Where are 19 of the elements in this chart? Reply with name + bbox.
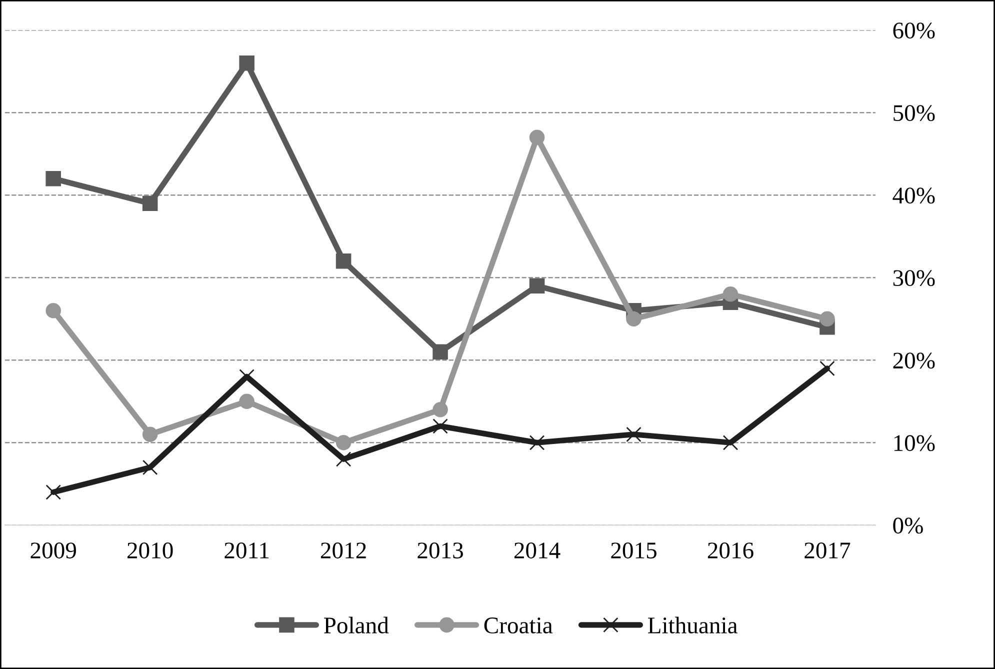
x-tick-label: 2017 [804, 542, 850, 558]
x-tick-label: 2010 [128, 542, 173, 558]
x-tick-label: 2016 [708, 542, 754, 558]
x-tick-label: 2012 [320, 542, 366, 558]
x-tick-label: 2014 [514, 542, 560, 558]
legend-label: Lithuania [648, 616, 738, 634]
x-tick-label: 2011 [224, 542, 269, 558]
y-tick-label: 20% [893, 352, 935, 369]
legend-label: Poland [324, 616, 389, 634]
x-tick-label: 2013 [418, 542, 463, 558]
x-tick-label: 2015 [611, 542, 656, 558]
y-tick-label: 10% [894, 435, 935, 452]
y-tick-label: 0% [893, 518, 923, 534]
y-tick-label: 60% [893, 22, 935, 39]
y-tick-label: 30% [893, 270, 935, 286]
y-tick-label: 50% [894, 105, 935, 122]
y-tick-label: 40% [892, 188, 935, 204]
x-tick-label: 2009 [30, 542, 76, 558]
legend-label: Croatia [484, 618, 553, 634]
